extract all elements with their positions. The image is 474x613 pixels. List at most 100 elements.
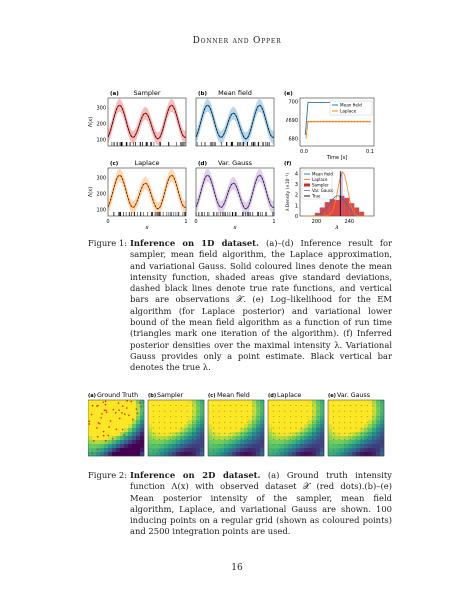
heatmap-cell — [124, 416, 129, 421]
heatmap-cell — [332, 444, 337, 449]
heatmap-cell — [376, 412, 381, 417]
heatmap-cell — [232, 424, 237, 429]
inducing-point — [333, 433, 335, 435]
heatmap-cell — [88, 452, 93, 457]
heatmap-cell — [172, 424, 177, 429]
heatmap-cell — [228, 404, 233, 409]
heatmap-cell — [212, 444, 217, 449]
panel-title: Var. Gauss — [218, 159, 253, 167]
inducing-point — [344, 405, 346, 407]
observation-dot — [114, 412, 117, 414]
heatmap-cell — [304, 440, 309, 445]
observation-dot — [135, 408, 138, 410]
heatmap-cell — [332, 408, 337, 413]
inducing-point — [366, 427, 368, 429]
heatmap-cell — [356, 452, 361, 457]
heatmap-cell — [320, 400, 325, 405]
heatmap-cell — [112, 416, 117, 421]
heatmap-cell — [296, 432, 301, 437]
inducing-point — [158, 410, 160, 412]
laplace-marker — [338, 120, 340, 123]
heatmap-cell — [244, 416, 249, 421]
true-rate-line — [195, 104, 275, 140]
heatmap-cell — [360, 432, 365, 437]
heatmap-cell — [372, 452, 377, 457]
heatmap-cell — [208, 452, 213, 457]
observation-dot — [112, 408, 115, 411]
heatmap-cell — [200, 416, 205, 421]
heatmap-cell — [260, 448, 265, 453]
inducing-point — [218, 416, 220, 418]
heatmap-cell — [176, 404, 181, 409]
inducing-point — [169, 449, 171, 451]
heatmap-cell — [188, 420, 193, 425]
heatmap-cell — [200, 428, 205, 433]
inducing-point — [246, 416, 248, 418]
heatmap-cell — [360, 420, 365, 425]
heatmap-cell — [140, 408, 145, 413]
heatmap-cell — [380, 416, 385, 421]
observation-dot — [122, 434, 125, 436]
heatmap-cell — [172, 404, 177, 409]
heatmap-cell — [368, 436, 373, 441]
heatmap-cell — [360, 436, 365, 441]
heatmap-cell — [120, 408, 125, 413]
heatmap-cell — [136, 432, 141, 437]
heatmap-cell — [320, 404, 325, 409]
heatmap-cell — [108, 412, 113, 417]
y-tick-label: 300 — [96, 176, 106, 182]
inducing-point — [289, 427, 291, 429]
inducing-point — [153, 410, 155, 412]
heatmap-cell — [216, 440, 221, 445]
heatmap-cell — [212, 440, 217, 445]
inducing-point — [164, 444, 166, 446]
heatmap-cell — [304, 408, 309, 413]
heatmap-cell — [268, 436, 273, 441]
y-tick-label: 690 — [288, 118, 298, 124]
inducing-point — [306, 405, 308, 407]
std-band — [108, 168, 186, 216]
inducing-point — [273, 416, 275, 418]
inducing-point — [273, 405, 275, 407]
inducing-point — [224, 449, 226, 451]
heatmap-cell — [212, 400, 217, 405]
heatmap-cell — [200, 440, 205, 445]
heatmap-cell — [196, 408, 201, 413]
inducing-point — [284, 421, 286, 423]
inducing-point — [218, 421, 220, 423]
heatmap-cell — [348, 440, 353, 445]
heatmap-cell — [92, 420, 97, 425]
heatmap-cell — [300, 408, 305, 413]
inducing-point — [361, 410, 363, 412]
heatmap-cell — [340, 448, 345, 453]
heatmap-cell — [300, 440, 305, 445]
heatmap-cell — [344, 400, 349, 405]
heatmap-cell — [340, 428, 345, 433]
heatmap-cell — [304, 412, 309, 417]
heatmap-cell — [88, 436, 93, 441]
inducing-point — [355, 449, 357, 451]
heatmap-cell — [120, 420, 125, 425]
heatmap-cell — [240, 436, 245, 441]
heatmap-cell — [372, 444, 377, 449]
heatmap-cell — [240, 452, 245, 457]
heatmap-cell — [236, 452, 241, 457]
heatmap-cell — [280, 440, 285, 445]
heatmap-cell — [156, 424, 161, 429]
heatmap-cell — [256, 436, 261, 441]
heatmap-cell — [380, 412, 385, 417]
heatmap-cell — [160, 408, 165, 413]
heatmap-cell — [268, 412, 273, 417]
heatmap-cell — [104, 444, 109, 449]
heatmap-cell — [200, 424, 205, 429]
sampler-histogram-bar — [354, 207, 360, 216]
inducing-point — [153, 416, 155, 418]
inducing-point — [312, 444, 314, 446]
heatmap-cell — [268, 420, 273, 425]
heatmap-cell — [332, 432, 337, 437]
heatmap-cell — [196, 452, 201, 457]
laplace-marker — [356, 120, 359, 123]
sampler-histogram-bar — [319, 207, 325, 216]
inducing-point — [273, 433, 275, 435]
legend-label: Laplace — [340, 109, 357, 114]
